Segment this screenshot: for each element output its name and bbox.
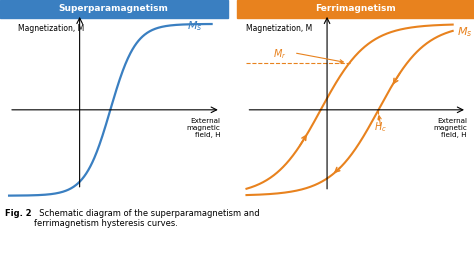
Text: Ferrimagnetism: Ferrimagnetism <box>315 5 396 14</box>
Text: Schematic diagram of the superparamagnetism and
ferrimagnetism hysteresis curves: Schematic diagram of the superparamagnet… <box>34 209 260 228</box>
FancyBboxPatch shape <box>0 0 228 18</box>
FancyBboxPatch shape <box>237 0 474 18</box>
Text: M$_r$: M$_r$ <box>273 47 286 61</box>
Text: External
magnetic
field, H: External magnetic field, H <box>187 118 221 138</box>
Text: Fig. 2: Fig. 2 <box>5 209 31 218</box>
Text: M$_s$: M$_s$ <box>187 19 202 33</box>
Text: H$_c$: H$_c$ <box>374 120 387 134</box>
Text: Superparamagnetism: Superparamagnetism <box>59 5 169 14</box>
Text: M$_s$: M$_s$ <box>457 25 473 39</box>
Text: External
magnetic
field, H: External magnetic field, H <box>433 118 467 138</box>
Text: Magnetization, M: Magnetization, M <box>246 24 313 33</box>
Text: Magnetization, M: Magnetization, M <box>18 24 84 33</box>
